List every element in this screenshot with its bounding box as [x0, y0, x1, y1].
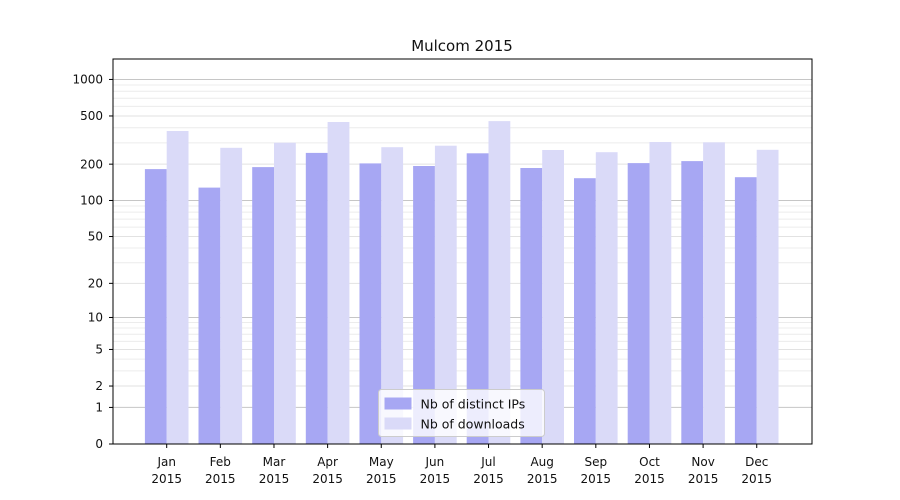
bar-nb-of-distinct-ips-oct — [627, 163, 650, 444]
x-tick-label-year: 2015 — [259, 472, 290, 486]
bar-nb-of-downloads-oct — [649, 142, 672, 444]
x-tick-label-year: 2015 — [151, 472, 182, 486]
bar-nb-of-distinct-ips-dec — [734, 177, 757, 444]
x-tick-label-month: May — [369, 455, 394, 469]
x-tick-label-month: Jun — [425, 455, 445, 469]
y-tick-label: 5 — [95, 343, 103, 357]
x-tick-label-month: Sep — [584, 455, 607, 469]
bars — [144, 121, 779, 445]
x-tick-label-month: Aug — [530, 455, 553, 469]
bar-nb-of-distinct-ips-sep — [574, 178, 596, 444]
x-tick-label-month: Oct — [639, 455, 660, 469]
y-tick-label: 500 — [80, 109, 103, 123]
plot-border — [112, 58, 813, 445]
bar-nb-of-downloads-dec — [756, 149, 779, 445]
legend-swatch-downloads — [384, 417, 412, 430]
bar-nb-of-downloads-jun — [434, 145, 457, 444]
legend-label-downloads: Nb of downloads — [421, 417, 525, 432]
bar-nb-of-downloads-feb — [220, 147, 243, 445]
bar-nb-of-distinct-ips-jul — [466, 153, 489, 445]
bar-nb-of-distinct-ips-aug — [520, 168, 543, 444]
x-tick-label-year: 2015 — [527, 472, 558, 486]
bar-nb-of-distinct-ips-jan — [144, 169, 167, 444]
x-tick-label-year: 2015 — [688, 472, 719, 486]
bar-nb-of-downloads-nov — [703, 142, 725, 445]
y-tick-label: 1 — [95, 401, 103, 415]
bar-nb-of-downloads-jul — [488, 121, 511, 444]
x-tick-label-year: 2015 — [473, 472, 504, 486]
x-tick-label-year: 2015 — [205, 472, 236, 486]
x-tick-label-year: 2015 — [312, 472, 343, 486]
y-tick-label: 2 — [95, 379, 103, 393]
x-tick-label-year: 2015 — [634, 472, 665, 486]
bar-nb-of-distinct-ips-mar — [252, 167, 274, 444]
bar-nb-of-downloads-apr — [327, 122, 350, 444]
x-tick-label-month: Apr — [317, 455, 338, 469]
bar-nb-of-downloads-may — [381, 147, 404, 444]
bar-nb-of-downloads-aug — [542, 150, 564, 444]
x-tick-label-month: Mar — [263, 455, 286, 469]
x-tick-label-month: Jul — [480, 455, 495, 469]
x-tick-label-month: Dec — [745, 455, 768, 469]
y-tick-label: 50 — [88, 230, 103, 244]
x-tick-label-month: Jan — [156, 455, 176, 469]
x-tick-label-year: 2015 — [581, 472, 612, 486]
bar-nb-of-downloads-mar — [274, 142, 296, 444]
legend-swatch-distinct-ips — [384, 397, 412, 410]
x-tick-label-month: Nov — [691, 455, 714, 469]
x-tick-label-year: 2015 — [366, 472, 397, 486]
legend-box — [378, 389, 545, 437]
chart-title: Mulcom 2015 — [411, 37, 513, 55]
legend: Nb of distinct IPs Nb of downloads — [378, 389, 545, 437]
bar-nb-of-distinct-ips-jun — [413, 166, 435, 444]
bar-nb-of-distinct-ips-apr — [305, 152, 328, 444]
bar-nb-of-downloads-sep — [595, 152, 618, 444]
x-tick-label-year: 2015 — [741, 472, 772, 486]
legend-label-distinct-ips: Nb of distinct IPs — [421, 397, 526, 412]
y-tick-label: 200 — [80, 157, 103, 171]
y-tick-label: 10 — [88, 311, 103, 325]
x-tick-label-month: Feb — [210, 455, 231, 469]
axes: 0 1 2 5 10 20 50 100 200 500 1000 Jan 2015 Feb 2015 Mar… — [72, 73, 772, 486]
y-tick-label: 1000 — [72, 73, 103, 87]
x-tick-label-year: 2015 — [420, 472, 451, 486]
bar-nb-of-distinct-ips-feb — [198, 187, 221, 444]
y-tick-label: 0 — [95, 437, 103, 451]
y-tick-label: 20 — [88, 277, 103, 291]
bar-nb-of-distinct-ips-nov — [681, 161, 704, 444]
y-tick-label: 100 — [80, 194, 103, 208]
bar-nb-of-distinct-ips-may — [359, 163, 382, 444]
bar-nb-of-downloads-jan — [166, 131, 189, 444]
